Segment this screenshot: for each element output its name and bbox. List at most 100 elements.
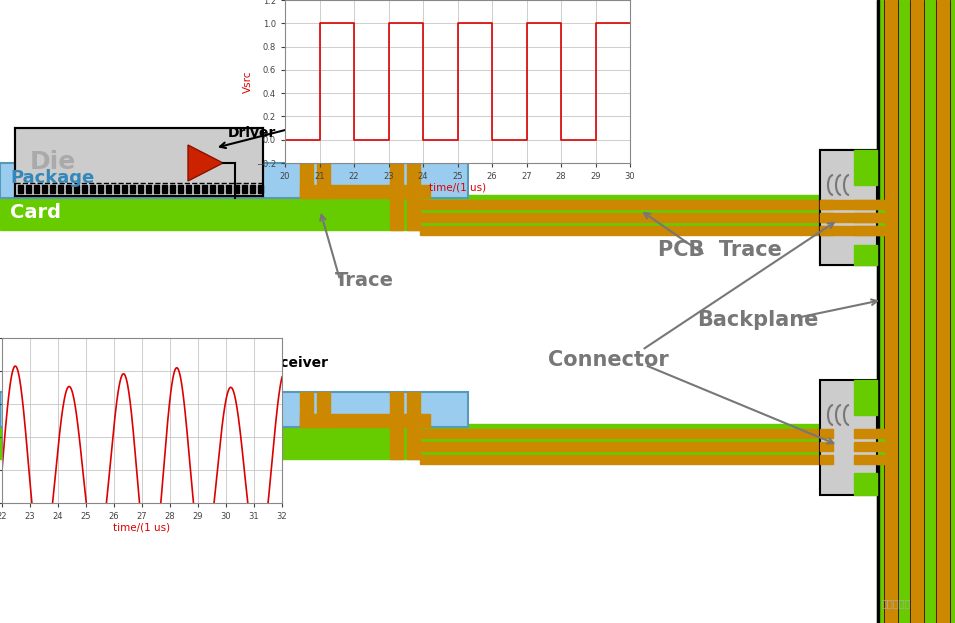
Bar — [242, 185, 247, 193]
Bar — [407, 163, 420, 198]
Bar — [300, 185, 430, 198]
Bar — [210, 414, 215, 422]
Bar — [15, 357, 263, 425]
Bar — [258, 185, 263, 193]
Bar — [18, 414, 23, 422]
Bar — [820, 455, 833, 464]
Text: Driver: Driver — [228, 126, 276, 140]
Bar — [146, 185, 151, 193]
Bar — [854, 380, 877, 415]
Bar — [66, 414, 71, 422]
Bar — [910, 0, 924, 623]
Bar — [854, 200, 877, 209]
Bar — [854, 473, 877, 495]
Bar — [50, 185, 55, 193]
Bar — [170, 185, 175, 193]
Bar — [74, 185, 79, 193]
Text: PCB  Trace: PCB Trace — [658, 240, 782, 260]
Bar — [854, 150, 877, 185]
Y-axis label: Vsrc: Vsrc — [244, 70, 253, 93]
Bar — [300, 163, 313, 198]
Bar — [854, 442, 877, 451]
Bar — [98, 185, 103, 193]
Bar — [210, 185, 215, 193]
Bar — [407, 392, 420, 427]
Bar — [820, 213, 877, 222]
Bar — [420, 429, 820, 438]
Text: Die: Die — [30, 150, 76, 174]
Bar — [82, 185, 87, 193]
Bar — [420, 442, 820, 451]
Bar — [317, 163, 330, 198]
Bar — [26, 185, 31, 193]
Bar — [154, 185, 159, 193]
Text: Trace: Trace — [335, 270, 394, 290]
Bar — [106, 185, 111, 193]
Bar — [420, 455, 820, 464]
Bar — [114, 414, 119, 422]
Text: Connector: Connector — [548, 350, 668, 370]
Bar — [90, 185, 95, 193]
Bar — [170, 414, 175, 422]
Bar — [820, 150, 877, 265]
Bar — [74, 414, 79, 422]
Bar — [178, 414, 183, 422]
Bar — [186, 185, 191, 193]
Bar — [877, 200, 884, 209]
Bar — [877, 455, 884, 464]
Bar — [820, 226, 877, 235]
Bar — [58, 414, 63, 422]
Bar — [877, 429, 884, 464]
Bar — [66, 185, 71, 193]
Bar — [390, 163, 403, 198]
Bar — [0, 392, 468, 427]
Bar — [820, 200, 833, 209]
Bar — [242, 414, 247, 422]
Bar — [390, 392, 403, 427]
Bar — [300, 414, 430, 427]
Bar — [15, 128, 263, 196]
Bar — [234, 414, 239, 422]
Bar — [250, 414, 255, 422]
Bar — [130, 414, 135, 422]
Bar — [226, 414, 231, 422]
Bar — [194, 185, 199, 193]
Bar — [26, 414, 31, 422]
Bar — [820, 213, 833, 222]
Bar — [820, 150, 877, 265]
Text: Card: Card — [10, 434, 61, 452]
Bar — [854, 455, 877, 464]
Text: Backplane: Backplane — [697, 310, 818, 330]
Bar — [138, 185, 143, 193]
Text: 电子发烧友: 电子发烧友 — [882, 598, 911, 608]
X-axis label: time/(1 us): time/(1 us) — [114, 523, 171, 533]
Bar — [820, 429, 833, 438]
Bar — [877, 429, 884, 438]
Bar — [300, 392, 313, 427]
Bar — [0, 424, 877, 459]
Bar — [877, 0, 955, 623]
Bar — [877, 200, 884, 235]
Bar — [122, 185, 127, 193]
Text: Package: Package — [10, 169, 95, 187]
Bar — [884, 0, 898, 623]
Polygon shape — [220, 374, 255, 410]
Bar — [114, 185, 119, 193]
Bar — [820, 226, 833, 235]
Bar — [162, 185, 167, 193]
Bar — [854, 245, 877, 265]
Bar — [820, 442, 833, 451]
Text: Receiver: Receiver — [261, 356, 329, 370]
Text: Card: Card — [10, 204, 61, 222]
Polygon shape — [188, 145, 223, 181]
Bar — [420, 226, 820, 235]
Bar — [146, 414, 151, 422]
Bar — [42, 185, 47, 193]
Bar — [50, 414, 55, 422]
Bar — [407, 195, 420, 230]
Bar — [854, 429, 877, 438]
Bar — [98, 414, 103, 422]
Bar — [420, 200, 820, 209]
Bar — [122, 414, 127, 422]
Bar — [218, 185, 223, 193]
